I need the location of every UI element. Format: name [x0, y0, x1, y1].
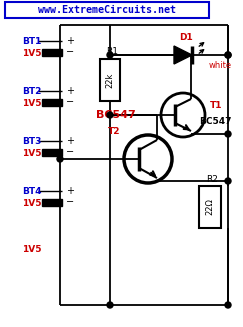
Text: −: − — [66, 97, 74, 107]
Bar — [42, 49, 62, 56]
Text: −: − — [66, 47, 74, 57]
Circle shape — [107, 112, 113, 118]
Text: T1: T1 — [210, 100, 223, 110]
Text: T2: T2 — [108, 127, 120, 135]
Bar — [100, 59, 120, 101]
Bar — [199, 186, 221, 228]
Text: BC547: BC547 — [199, 116, 232, 126]
Circle shape — [57, 156, 63, 162]
Text: +: + — [66, 136, 74, 146]
Text: R1: R1 — [106, 47, 118, 57]
Text: BC547: BC547 — [96, 110, 136, 120]
Text: BT1: BT1 — [22, 37, 42, 45]
Circle shape — [225, 52, 231, 58]
Text: 22Ω: 22Ω — [206, 198, 215, 215]
Circle shape — [225, 178, 231, 184]
Text: 1V5: 1V5 — [22, 245, 42, 253]
Text: 22k: 22k — [105, 72, 114, 88]
Text: www.ExtremeCircuits.net: www.ExtremeCircuits.net — [38, 5, 176, 15]
Text: −: − — [66, 147, 74, 157]
Text: D1: D1 — [179, 32, 193, 42]
Circle shape — [225, 52, 231, 58]
Text: +: + — [66, 36, 74, 46]
Text: 1V5: 1V5 — [22, 98, 42, 108]
Text: 1V5: 1V5 — [22, 148, 42, 158]
Text: +: + — [66, 86, 74, 96]
Text: −: − — [66, 197, 74, 207]
Circle shape — [225, 302, 231, 308]
Bar — [42, 149, 62, 156]
Text: BT2: BT2 — [22, 87, 42, 95]
Bar — [42, 199, 62, 206]
Bar — [42, 99, 62, 106]
Text: 1V5: 1V5 — [22, 198, 42, 208]
Text: +: + — [66, 186, 74, 196]
Text: 1V5: 1V5 — [22, 48, 42, 58]
Circle shape — [225, 131, 231, 137]
Circle shape — [107, 302, 113, 308]
Text: white: white — [208, 60, 232, 70]
Text: BT3: BT3 — [22, 136, 42, 146]
Text: R2: R2 — [206, 175, 218, 183]
Bar — [5, 2, 209, 18]
Polygon shape — [174, 46, 192, 64]
Circle shape — [107, 52, 113, 58]
Text: BT4: BT4 — [22, 186, 42, 196]
